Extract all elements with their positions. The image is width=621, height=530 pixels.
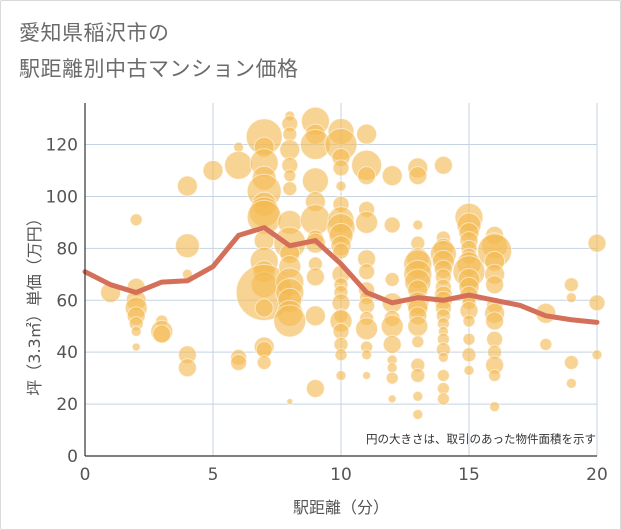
bubble-point: [305, 379, 325, 399]
bubble-point: [152, 324, 172, 344]
bubble-point: [384, 272, 400, 287]
x-tick-label: 0: [80, 465, 91, 485]
bubble-point: [355, 317, 379, 341]
bubble-point: [305, 267, 325, 287]
bubble-point: [386, 362, 398, 374]
x-axis-title: 駅距離（分）: [293, 498, 389, 517]
x-tick-label: 20: [586, 465, 608, 485]
bubble-point: [563, 355, 579, 371]
bubble-point: [282, 181, 298, 197]
bubble-point: [361, 349, 373, 361]
axes: 0 20 40 60 80 100 120 0 5 10 15 20: [46, 103, 608, 485]
bubble-point: [177, 358, 197, 378]
bubble-point: [357, 166, 377, 186]
bubble-point: [202, 159, 224, 181]
bubble-point: [362, 371, 372, 381]
bubble-point: [383, 216, 401, 234]
bubble-point: [355, 210, 379, 234]
y-tick-label: 80: [56, 239, 78, 259]
bubble-point: [279, 139, 301, 161]
bubble-point: [387, 394, 397, 404]
bubble-point: [130, 325, 142, 337]
bubble-point: [412, 408, 424, 420]
bubble-point: [436, 392, 450, 406]
bubble-point: [332, 242, 350, 260]
bubble-point: [563, 277, 579, 293]
bubble-point: [286, 397, 294, 405]
bubble-point: [461, 347, 477, 363]
bubble-point: [356, 123, 378, 145]
bubble-point: [273, 304, 307, 338]
bubble-point: [380, 314, 404, 338]
y-tick-label: 120: [46, 136, 78, 156]
bubble-point: [412, 390, 424, 402]
bubble-point: [301, 167, 329, 195]
bubble-point: [174, 233, 200, 259]
bubble-point: [591, 349, 603, 361]
bubble-point: [412, 219, 424, 231]
y-axis-title: 坪（3.3㎡）単価（万円）: [25, 210, 44, 395]
bubble-point: [230, 354, 248, 372]
bubble-point: [407, 315, 429, 337]
bubble-point: [129, 213, 143, 227]
bubble-point: [358, 263, 376, 281]
bubble-point: [462, 314, 476, 328]
bubble-point: [539, 337, 553, 351]
bubble-point: [254, 298, 274, 318]
bubble-point: [176, 175, 198, 197]
bubble-point: [587, 233, 607, 253]
x-tick-label: 5: [208, 465, 219, 485]
bubble-point: [485, 275, 505, 295]
bubble-point: [334, 348, 348, 362]
bubble-point: [224, 150, 254, 180]
bubble-point: [433, 155, 453, 175]
bubble-point: [233, 141, 245, 153]
bubble-point: [437, 351, 449, 363]
bubble-point: [256, 355, 272, 371]
bubble-point: [488, 369, 502, 383]
y-tick-label: 60: [56, 291, 78, 311]
bubble-point: [410, 368, 426, 384]
trend-line: [82, 225, 600, 325]
bubble-point: [463, 364, 475, 376]
bubble-point: [381, 165, 403, 187]
bubble-point: [588, 294, 606, 312]
chart-title: 愛知県稲沢市の 駅距離別中古マンション価格: [19, 15, 299, 87]
y-tick-label: 0: [67, 447, 78, 467]
bubble-point: [283, 169, 297, 183]
bubble-point: [385, 371, 399, 385]
bubble-point: [489, 401, 501, 413]
bubble-point: [408, 166, 428, 186]
x-tick-label: 15: [458, 465, 480, 485]
bubble-point: [485, 311, 505, 331]
y-tick-label: 20: [56, 395, 78, 415]
bubble-point: [382, 334, 402, 354]
bubble-point: [411, 335, 425, 349]
bubble-point: [282, 126, 298, 142]
size-note: 円の大きさは、取引のあった物件面積を示す: [366, 432, 596, 446]
bubble-point: [565, 292, 577, 304]
bubble-point: [335, 370, 347, 382]
bubble-point: [131, 342, 141, 352]
chart-title-line-1: 愛知県稲沢市の: [19, 21, 170, 45]
y-tick-label: 100: [46, 187, 78, 207]
chart-title-line-2: 駅距離別中古マンション価格: [19, 57, 299, 81]
y-tick-label: 40: [56, 343, 78, 363]
bubble-point: [462, 332, 476, 346]
bubble-series: [100, 106, 607, 420]
bubble-point: [565, 377, 577, 389]
bubble-point: [304, 305, 326, 327]
bubble-point: [335, 180, 347, 192]
bubble-point: [436, 369, 450, 383]
bubble-point: [332, 159, 350, 177]
x-tick-label: 10: [330, 465, 352, 485]
